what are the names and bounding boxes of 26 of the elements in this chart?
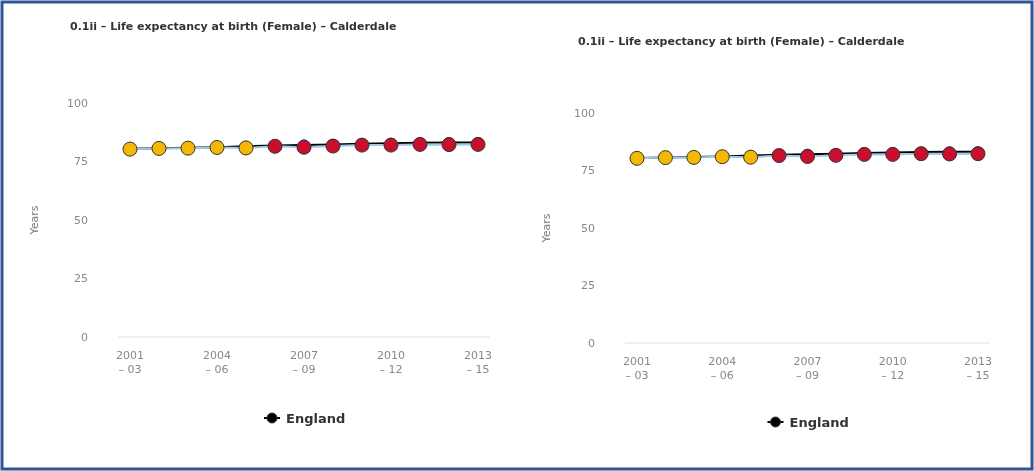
legend-label: England	[286, 410, 346, 426]
x-tick-label: 2013 – 15	[464, 349, 492, 376]
x-tick-label: 2010 – 12	[878, 355, 907, 382]
x-tick-label: 2010 – 12	[377, 349, 405, 376]
y-tick-label: 100	[67, 96, 88, 110]
y-tick-label: 0	[81, 330, 88, 344]
y-tick-label: 75	[74, 155, 88, 169]
legend-label: England	[789, 414, 849, 430]
x-tick-label: 2001 – 03	[623, 355, 651, 382]
chart-title: 0.1ii – Life expectancy at birth (Female) – Calderdale	[70, 20, 397, 33]
y-axis-title: Years	[28, 205, 41, 236]
y-tick-label: 50	[581, 221, 595, 235]
y-tick-label: 25	[74, 272, 88, 286]
y-tick-label: 25	[581, 279, 595, 293]
x-tick-label: 2013 – 15	[964, 355, 992, 382]
y-tick-label: 75	[581, 164, 595, 178]
x-tick-label: 2001 – 03	[116, 349, 144, 376]
x-tick-label: 2004 – 06	[203, 349, 231, 376]
chart-title: 0.1ii – Life expectancy at birth (Female) – Calderdale	[578, 35, 905, 48]
x-tick-label: 2007 – 09	[290, 349, 318, 376]
y-tick-label: 50	[74, 213, 88, 227]
x-tick-label: 2007 – 09	[793, 355, 822, 382]
y-tick-label: 100	[574, 106, 595, 120]
x-tick-label: 2004 – 06	[708, 355, 737, 382]
y-axis-title: Years	[540, 213, 553, 244]
y-tick-label: 0	[588, 336, 595, 350]
